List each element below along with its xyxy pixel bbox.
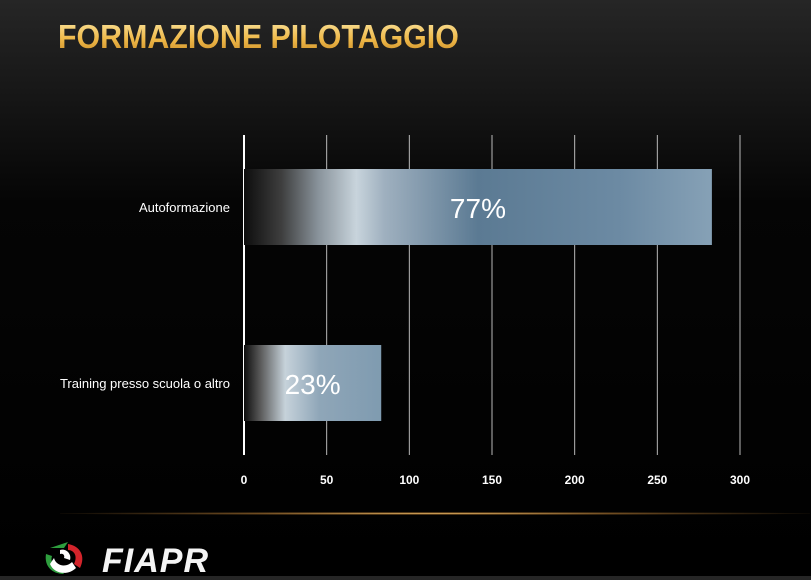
decorative-divider	[60, 512, 810, 515]
category-label: Training presso scuola o altro	[60, 376, 230, 391]
x-tick-label: 250	[647, 473, 667, 487]
bar-data-label: 23%	[285, 369, 341, 400]
x-tick-label: 100	[399, 473, 419, 487]
bar-chart: 77% 23% 0 50 100 150 200 250 300 Autoformazione…	[60, 135, 751, 487]
x-tick-label: 150	[482, 473, 502, 487]
logo-wordmark: FIAPR	[102, 542, 209, 580]
bar-data-label: 77%	[450, 193, 506, 224]
x-tick-label: 300	[730, 473, 750, 487]
x-axis-ticks: 0 50 100 150 200 250 300	[241, 473, 751, 487]
fiapr-logo-icon	[45, 542, 83, 574]
bar	[244, 169, 712, 245]
x-tick-label: 50	[320, 473, 334, 487]
x-tick-label: 200	[565, 473, 585, 487]
category-label: Autoformazione	[139, 200, 230, 215]
bar	[244, 345, 382, 421]
bars: 77% 23%	[244, 169, 712, 421]
slide-title: FORMAZIONE PILOTAGGIO	[58, 18, 459, 55]
x-tick-label: 0	[241, 473, 248, 487]
y-axis-categories: Autoformazione Training presso scuola o a…	[60, 200, 230, 391]
